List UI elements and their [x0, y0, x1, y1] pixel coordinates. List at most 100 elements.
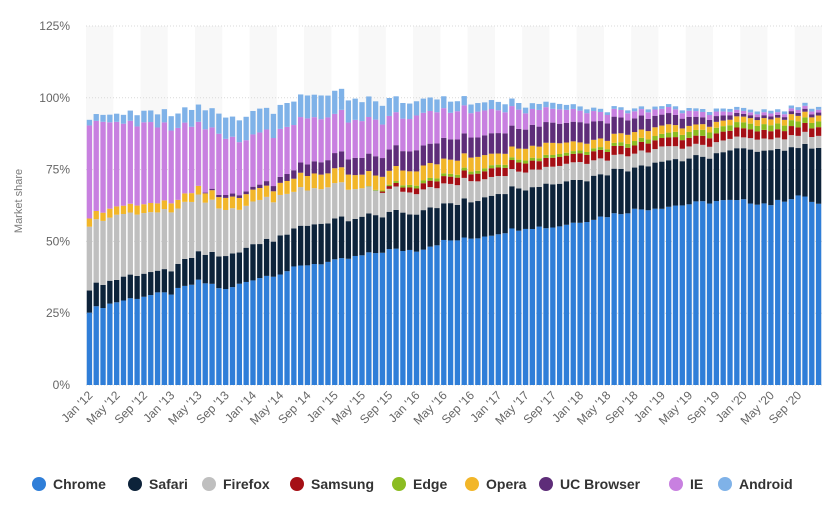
bar-segment-android — [387, 98, 392, 116]
bar-segment-ie — [291, 125, 296, 170]
bar-segment-uc-browser — [339, 151, 344, 167]
bar-segment-firefox — [489, 177, 494, 196]
bar-segment-chrome — [182, 286, 187, 385]
legend-item-edge[interactable]: Edge — [392, 476, 447, 492]
legend-item-safari[interactable]: Safari — [128, 476, 188, 492]
bar-segment-opera — [755, 120, 760, 126]
bar-segment-chrome — [400, 251, 405, 385]
legend-item-ie[interactable]: IE — [669, 476, 703, 492]
bar-segment-samsung — [666, 137, 671, 146]
bar-segment-safari — [455, 205, 460, 240]
bar-segment-opera — [775, 118, 780, 124]
bar-segment-safari — [591, 176, 596, 220]
legend-marker — [290, 477, 304, 491]
bar-segment-safari — [353, 219, 358, 256]
bar-segment-ie — [148, 122, 153, 203]
bar-segment-android — [755, 111, 760, 114]
bar-segment-ie — [680, 113, 685, 118]
bar-segment-android — [809, 109, 814, 112]
legend-item-android[interactable]: Android — [718, 476, 793, 492]
bar-segment-opera — [243, 194, 248, 206]
bar-segment-safari — [223, 256, 228, 289]
bar-segment-ie — [686, 111, 691, 117]
bar-segment-firefox — [175, 208, 180, 263]
bar-segment-uc-browser — [305, 164, 310, 176]
bar-segment-uc-browser — [741, 114, 746, 117]
bar-segment-firefox — [666, 146, 671, 160]
bar-segment-edge — [414, 186, 419, 189]
bar-segment-opera — [707, 127, 712, 133]
bar-segment-firefox — [721, 140, 726, 152]
bar-segment-firefox — [625, 156, 630, 171]
bar-segment-chrome — [162, 292, 167, 385]
bar-segment-samsung — [741, 128, 746, 137]
bar-segment-firefox — [605, 161, 610, 176]
bar-segment-firefox — [237, 210, 242, 253]
bar-segment-chrome — [230, 287, 235, 385]
bar-segment-firefox — [598, 158, 603, 174]
bar-segment-chrome — [584, 222, 589, 385]
bar-segment-android — [475, 103, 480, 112]
bar-segment-edge — [387, 185, 392, 186]
bar-segment-ie — [325, 117, 330, 160]
bar-segment-uc-browser — [686, 117, 691, 126]
bar-segment-ie — [557, 109, 562, 123]
bar-segment-opera — [380, 177, 385, 191]
bar-segment-firefox — [686, 146, 691, 158]
bars-layer — [87, 89, 822, 385]
bar-segment-chrome — [169, 295, 174, 385]
bar-segment-samsung — [632, 146, 637, 154]
bar-segment-safari — [755, 152, 760, 205]
bar-segment-safari — [693, 155, 698, 201]
bar-segment-ie — [332, 114, 337, 153]
bar-segment-android — [400, 103, 405, 119]
bar-segment-firefox — [509, 169, 514, 186]
bar-segment-samsung — [700, 136, 705, 145]
bar-segment-ie — [393, 112, 398, 145]
bar-segment-opera — [223, 198, 228, 210]
bar-segment-samsung — [455, 178, 460, 185]
bar-segment-ie — [639, 109, 644, 115]
bar-segment-firefox — [203, 203, 208, 255]
bar-segment-ie — [359, 121, 364, 158]
bar-segment-safari — [543, 184, 548, 229]
bar-segment-android — [489, 100, 494, 109]
bar-segment-chrome — [496, 234, 501, 385]
bar-segment-uc-browser — [714, 116, 719, 122]
bar-segment-uc-browser — [441, 138, 446, 159]
bar-segment-safari — [768, 150, 773, 205]
bar-segment-chrome — [455, 240, 460, 385]
bar-segment-samsung — [686, 138, 691, 147]
bar-segment-chrome — [243, 282, 248, 385]
bar-segment-ie — [591, 111, 596, 121]
bar-segment-android — [223, 118, 228, 139]
bar-segment-chrome — [298, 266, 303, 386]
legend-item-chrome[interactable]: Chrome — [32, 476, 106, 492]
bar-segment-uc-browser — [284, 174, 289, 181]
bar-segment-edge — [693, 130, 698, 136]
bar-segment-opera — [284, 181, 289, 194]
bar-segment-opera — [496, 154, 501, 165]
legend-item-samsung[interactable]: Samsung — [290, 476, 374, 492]
bar-segment-ie — [755, 114, 760, 117]
bar-segment-edge — [795, 121, 800, 127]
bar-segment-android — [523, 108, 528, 114]
bar-segment-android — [414, 101, 419, 115]
bar-segment-safari — [243, 248, 248, 282]
bar-segment-firefox — [318, 189, 323, 224]
bar-segment-ie — [441, 108, 446, 138]
bar-segment-ie — [243, 140, 248, 191]
legend-item-firefox[interactable]: Firefox — [202, 476, 270, 492]
bar-segment-android — [686, 108, 691, 111]
bar-segment-ie — [598, 112, 603, 121]
bar-segment-safari — [795, 148, 800, 195]
bar-segment-safari — [468, 202, 473, 238]
bar-segment-chrome — [755, 205, 760, 385]
bar-segment-android — [318, 95, 323, 119]
bar-segment-ie — [305, 118, 310, 164]
bar-segment-ie — [659, 109, 664, 115]
bar-segment-android — [421, 99, 426, 113]
bar-segment-uc-browser — [462, 133, 467, 153]
legend-item-opera[interactable]: Opera — [465, 476, 527, 492]
legend-item-uc-browser[interactable]: UC Browser — [539, 476, 641, 492]
